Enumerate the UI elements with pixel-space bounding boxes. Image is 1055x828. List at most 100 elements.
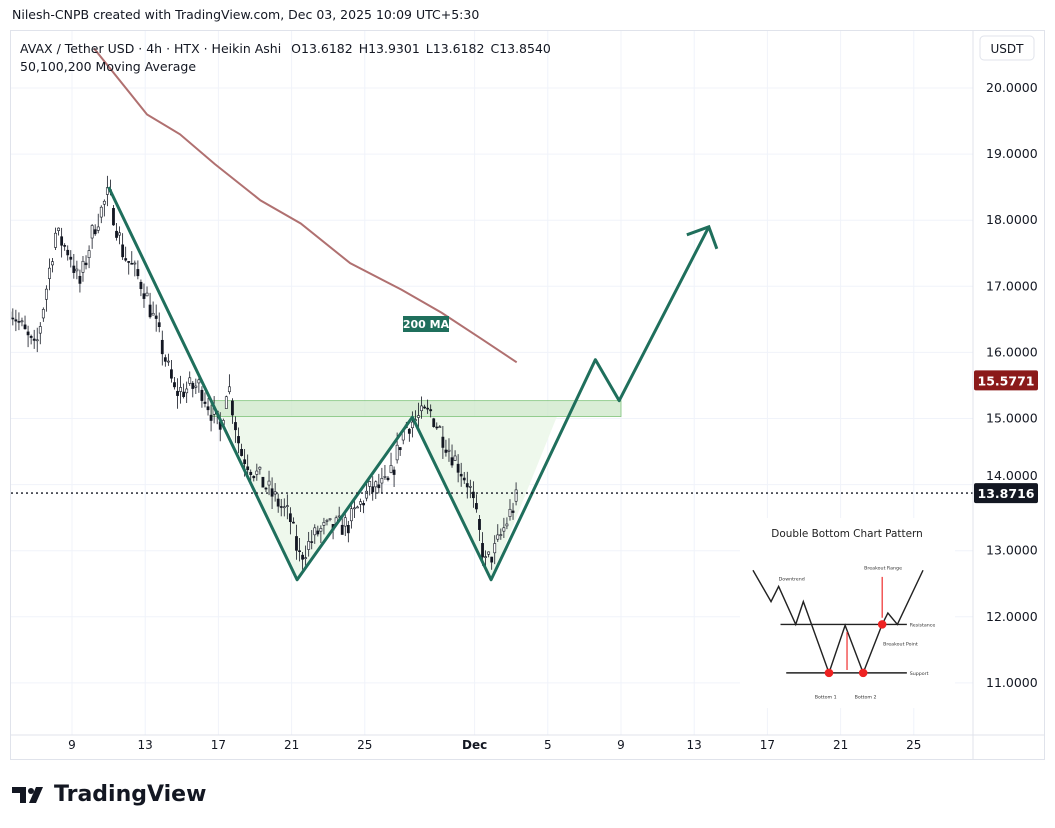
inset-label: Downtrend (779, 577, 805, 583)
inset-title: Double Bottom Chart Pattern (771, 528, 922, 540)
candle-body (246, 466, 250, 471)
candle-body (194, 385, 198, 388)
candle-body (295, 536, 298, 551)
candle-body (69, 256, 73, 260)
candle-body (243, 459, 247, 465)
candle-body (325, 520, 329, 522)
candle-body (276, 498, 280, 507)
candle-body (267, 480, 271, 486)
candle-body (426, 407, 430, 410)
candle-body (148, 304, 152, 318)
price-tick-label: 14.0000 (986, 468, 1038, 483)
candle-body (176, 390, 179, 396)
price-tick-label: 17.0000 (986, 278, 1038, 293)
candle-body (371, 486, 375, 493)
inset-label: Breakout Range (864, 565, 902, 571)
high-value: H13.9301 (358, 41, 420, 56)
candle-body (17, 321, 21, 323)
candle-body (377, 484, 381, 489)
candle-body (261, 476, 265, 488)
indicator-label[interactable]: 50,100,200 Moving Average (20, 59, 197, 74)
price-tick-label: 13.0000 (986, 543, 1038, 558)
candle-body (282, 506, 286, 509)
candle-body (234, 422, 237, 431)
candle-body (182, 391, 186, 397)
candle-body (163, 357, 167, 362)
candle-body (41, 309, 45, 319)
price-tick-label: 15.0000 (986, 411, 1038, 426)
candle-body (227, 386, 231, 393)
candle-body (231, 400, 234, 416)
candle-body (316, 530, 320, 535)
candle-body (84, 262, 88, 266)
candle-body (511, 510, 515, 513)
currency-button[interactable] (979, 35, 1035, 61)
candle-body (11, 311, 12, 318)
candle-body (139, 281, 143, 290)
resistance-zone (210, 400, 622, 417)
candle-body (356, 506, 359, 509)
candle-body (410, 421, 414, 429)
candle-body (252, 475, 256, 479)
candle-body (471, 491, 475, 499)
candle-body (444, 449, 448, 453)
candle-body (392, 469, 396, 475)
candle-body (209, 414, 213, 421)
candle-body (374, 481, 378, 488)
ma-label-box (403, 316, 449, 332)
time-tick-label: Dec (462, 738, 487, 752)
candle-body (307, 541, 311, 550)
candle-body (368, 481, 372, 487)
candle-body (170, 369, 173, 379)
candle-body (493, 543, 497, 554)
tradingview-logo[interactable]: TradingView (12, 782, 206, 807)
candle-body (346, 524, 350, 534)
candle-body (249, 471, 253, 475)
candle-body (145, 292, 149, 297)
last-price-value: 13.8716 (978, 486, 1035, 501)
ma-label: 200 MA (403, 318, 450, 331)
candle-body (264, 487, 268, 490)
candle-body (453, 455, 457, 461)
candle-body (160, 339, 164, 355)
candle-body (459, 473, 463, 477)
candle-body (490, 556, 494, 563)
credit-text: Nilesh-CNPB created with TradingView.com… (12, 7, 480, 22)
candle-body (255, 470, 259, 475)
last-price-badge (974, 483, 1038, 504)
candle-body (496, 534, 500, 540)
candle-body (450, 457, 454, 466)
candle-body (11, 317, 15, 320)
chart-legend: AVAX / Tether USD · 4h · HTX · Heikin As… (20, 40, 557, 76)
candle-body (102, 200, 106, 205)
price-tick-label: 11.0000 (986, 675, 1038, 690)
double-bottom-inset: Double Bottom Chart Pattern Downtrend Br… (740, 518, 955, 708)
candle-body (66, 249, 70, 256)
candle-body (179, 387, 182, 392)
candle-body (127, 261, 131, 263)
candle-body (478, 519, 481, 530)
candle-body (285, 505, 289, 507)
candle-body (112, 208, 115, 226)
chart-frame (10, 30, 1045, 760)
candle-body (288, 513, 292, 523)
candle-body (32, 338, 36, 341)
brand-name: TradingView (54, 782, 207, 807)
candle-body (203, 401, 207, 404)
candle-body (395, 444, 399, 461)
candle-body (87, 250, 91, 258)
candle-body (197, 379, 201, 384)
price-tick-label: 12.0000 (986, 609, 1038, 624)
candle-body (188, 377, 192, 384)
candle-body (78, 275, 82, 284)
price-tick-label: 16.0000 (986, 344, 1038, 359)
candle-body (273, 491, 277, 495)
ma-price-value: 15.5771 (978, 373, 1035, 388)
symbol-info[interactable]: AVAX / Tether USD · 4h · HTX · Heikin As… (20, 41, 282, 56)
candle-body (349, 508, 353, 522)
candle-body (465, 483, 469, 488)
candle-body (99, 206, 103, 218)
candle-body (173, 382, 176, 388)
time-tick-label: 13 (687, 738, 702, 752)
candle-body (200, 389, 204, 401)
